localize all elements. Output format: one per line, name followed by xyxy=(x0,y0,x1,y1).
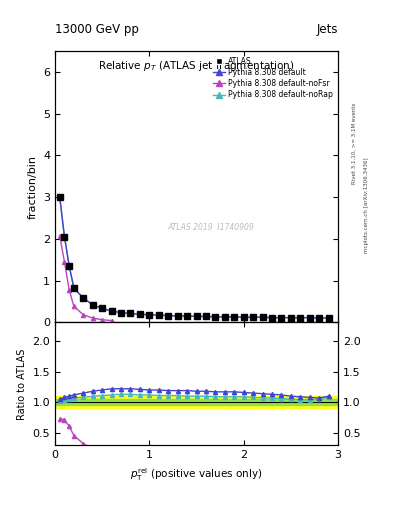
Text: Jets: Jets xyxy=(316,23,338,36)
Text: ATLAS 2019  I1740909: ATLAS 2019 I1740909 xyxy=(167,223,254,232)
Legend: ATLAS, Pythia 8.308 default, Pythia 8.308 default-noFsr, Pythia 8.308 default-no: ATLAS, Pythia 8.308 default, Pythia 8.30… xyxy=(212,55,334,101)
Text: Rivet 3.1.10, >= 3.1M events: Rivet 3.1.10, >= 3.1M events xyxy=(352,103,357,184)
Y-axis label: fraction/bin: fraction/bin xyxy=(28,155,37,219)
Text: Relative $p_{T}$ (ATLAS jet fragmentation): Relative $p_{T}$ (ATLAS jet fragmentatio… xyxy=(98,59,295,73)
Text: mcplots.cern.ch [arXiv:1306.3436]: mcplots.cern.ch [arXiv:1306.3436] xyxy=(364,157,369,252)
X-axis label: $p_{\rm T}^{\rm rel}$ (positive values only): $p_{\rm T}^{\rm rel}$ (positive values o… xyxy=(130,466,263,483)
Y-axis label: Ratio to ATLAS: Ratio to ATLAS xyxy=(17,348,27,419)
Text: 13000 GeV pp: 13000 GeV pp xyxy=(55,23,139,36)
